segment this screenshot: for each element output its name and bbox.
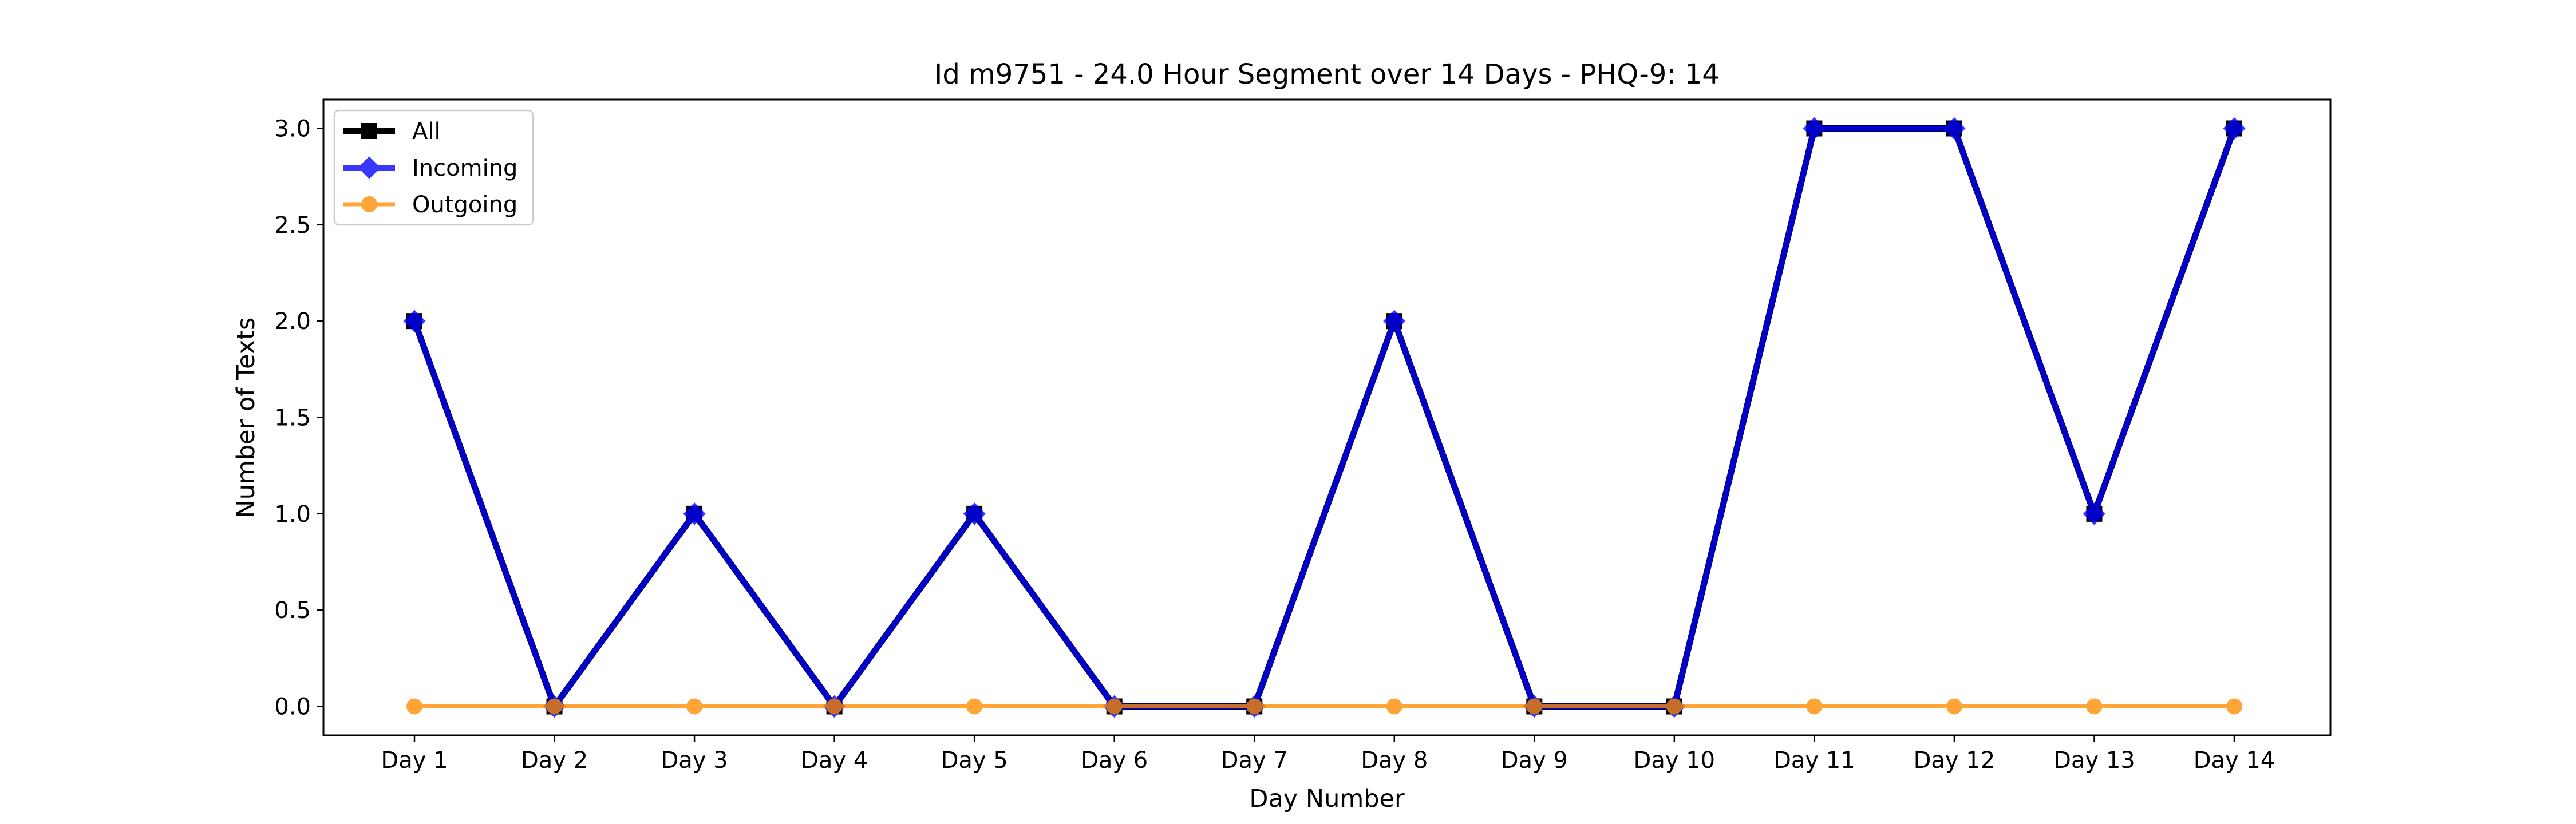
x-axis: Day 1 Day 2 Day 3 Day 4 Day 5 Day 6 Day 7 Day 8…	[381, 735, 2275, 774]
legend-box	[333, 109, 534, 226]
data-point-outgoing	[2086, 698, 2103, 715]
x-axis-label: Day Number	[1249, 785, 1405, 813]
x-tick-label: Day 4	[801, 747, 868, 774]
data-point-outgoing	[2226, 698, 2242, 715]
data-point-outgoing	[546, 698, 563, 715]
legend-marker	[358, 156, 381, 179]
x-tick-label: Day 8	[1361, 747, 1428, 774]
data-point-incoming	[1803, 117, 1826, 140]
x-tick-label: Day 2	[521, 747, 588, 774]
legend-marker	[361, 123, 377, 139]
y-tick-label: 1.0	[274, 501, 311, 528]
legend-item-outgoing	[343, 196, 395, 212]
data-point-outgoing	[1246, 698, 1263, 715]
data-point-outgoing	[966, 698, 983, 715]
data-point-outgoing	[406, 698, 422, 715]
y-tick-label: 3.0	[274, 116, 311, 142]
chart-title: Id m9751 - 24.0 Hour Segment over 14 Day…	[934, 58, 1720, 90]
y-tick-label: 2.0	[274, 308, 311, 335]
data-point-incoming	[1943, 117, 1966, 140]
x-tick-label: Day 5	[941, 747, 1008, 774]
data-point-incoming	[2223, 117, 2246, 140]
x-tick-label: Day 9	[1501, 747, 1568, 774]
x-tick-label: Day 6	[1081, 747, 1148, 774]
series-line-incoming	[412, 125, 2237, 710]
data-point-outgoing	[1806, 698, 1823, 715]
data-point-outgoing	[1386, 698, 1402, 715]
data-point-outgoing	[1106, 698, 1123, 715]
x-tick-label: Day 14	[2194, 747, 2275, 774]
legend: All Incoming Outgoing	[333, 109, 534, 226]
y-axis: 0.0 0.5 1.0 1.5 2.0 2.5 3.0	[274, 116, 323, 720]
x-tick-label: Day 3	[661, 747, 728, 774]
legend-item-incoming	[343, 156, 395, 179]
legend-label: Incoming	[412, 155, 517, 181]
x-tick-label: Day 10	[1634, 747, 1716, 774]
data-point-incoming	[403, 310, 426, 332]
data-point-outgoing	[826, 698, 843, 715]
legend-item-all	[343, 123, 395, 139]
data-point-incoming	[2083, 502, 2106, 525]
data-point-incoming	[683, 502, 706, 525]
plot-area	[403, 117, 2246, 718]
y-tick-label: 0.5	[274, 597, 311, 624]
x-tick-label: Day 12	[1914, 747, 1996, 774]
x-tick-label: Day 13	[2053, 747, 2135, 774]
legend-label: All	[412, 118, 441, 145]
series-outgoing	[406, 698, 2242, 715]
data-point-outgoing	[686, 698, 703, 715]
x-tick-label: Day 1	[381, 747, 448, 774]
legend-label: Outgoing	[412, 192, 517, 218]
legend-marker	[361, 196, 377, 212]
y-tick-label: 1.5	[274, 405, 311, 431]
y-tick-label: 0.0	[274, 694, 311, 720]
x-tick-label: Day 7	[1221, 747, 1288, 774]
data-point-outgoing	[1946, 698, 1962, 715]
x-tick-label: Day 11	[1773, 747, 1855, 774]
data-point-outgoing	[1526, 698, 1543, 715]
y-tick-label: 2.5	[274, 212, 311, 239]
data-point-incoming	[963, 502, 986, 525]
data-point-outgoing	[1666, 698, 1682, 715]
y-axis-label: Number of Texts	[232, 318, 260, 518]
data-point-incoming	[1383, 310, 1406, 332]
